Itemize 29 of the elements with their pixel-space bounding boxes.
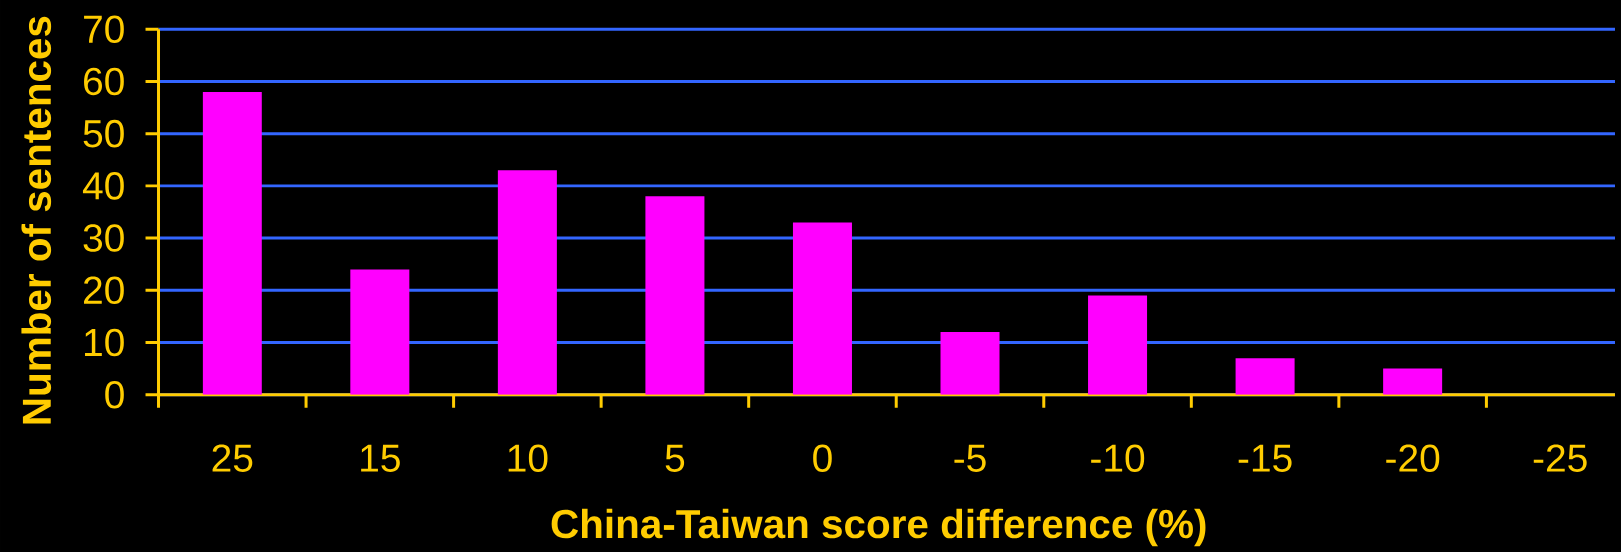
y-tick-label: 30 — [83, 224, 124, 252]
x-tick-label: -10 — [1091, 444, 1145, 472]
y-tick-label: 60 — [84, 67, 124, 96]
y-tick-label: 10 — [85, 328, 124, 357]
y-tick-label: 70 — [84, 15, 124, 44]
x-tick-label: -20 — [1386, 444, 1440, 472]
x-tick-label: 25 — [212, 444, 253, 472]
bar — [1235, 358, 1295, 395]
x-axis-title: China-Taiwan score difference (%) — [551, 508, 1206, 547]
bar — [202, 91, 262, 395]
x-tick-label: 5 — [665, 444, 685, 472]
y-tick-label: 50 — [83, 119, 124, 148]
x-tick-label: 15 — [361, 444, 400, 472]
bar — [497, 170, 557, 395]
bar — [1088, 295, 1148, 395]
bar — [792, 222, 852, 395]
y-axis-title: Number of sentences — [21, 16, 52, 424]
x-tick-label: 10 — [508, 444, 548, 472]
y-tick-label: 20 — [84, 276, 124, 305]
x-tick-label: -5 — [954, 444, 986, 472]
bar — [350, 269, 410, 395]
y-tick-label: 40 — [82, 172, 124, 200]
x-tick-label: -15 — [1238, 444, 1292, 472]
bar — [1383, 368, 1443, 395]
bar — [645, 196, 705, 395]
bar — [940, 332, 1000, 395]
x-tick-label: -25 — [1533, 444, 1587, 472]
x-tick-label: 0 — [813, 444, 832, 472]
y-tick-label: 0 — [105, 380, 124, 409]
